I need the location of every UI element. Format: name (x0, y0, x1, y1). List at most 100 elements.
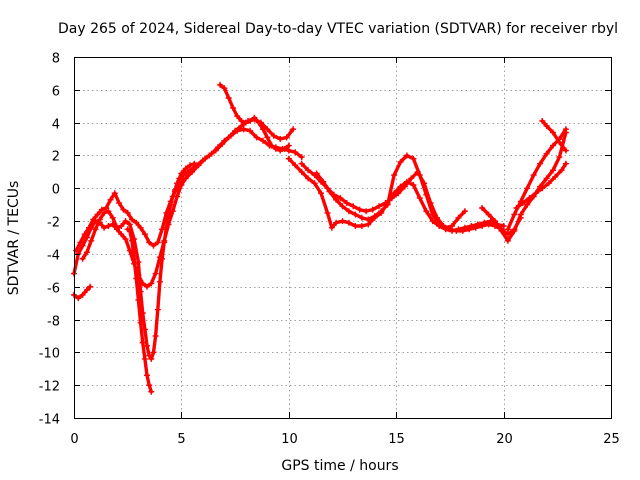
data-point (550, 129, 556, 136)
data-point (416, 172, 423, 179)
data-point (152, 270, 159, 277)
data-point (429, 218, 436, 225)
series-track-13 (539, 118, 569, 154)
data-point (550, 167, 556, 174)
data-point (251, 114, 258, 121)
data-point (376, 203, 382, 210)
data-point (384, 201, 391, 208)
data-point (556, 154, 563, 161)
data-point (556, 139, 563, 146)
data-point (126, 227, 133, 234)
x-tick-label: 10 (281, 432, 298, 447)
data-point (298, 154, 305, 161)
data-point (131, 255, 138, 262)
data-point (511, 211, 518, 218)
y-tick-label: -12 (39, 380, 60, 395)
data-point (328, 224, 335, 231)
x-tick-label: 0 (70, 432, 78, 447)
data-point (318, 190, 324, 197)
x-axis-title: GPS time / hours (281, 458, 398, 474)
data-point (137, 224, 144, 231)
data-point (305, 167, 312, 174)
data-point (461, 208, 468, 215)
data-point (298, 168, 305, 175)
data-point (479, 223, 486, 229)
data-point (163, 224, 170, 231)
data-point (472, 224, 479, 231)
data-point (543, 122, 550, 129)
data-point (500, 223, 507, 229)
chart-title: Day 265 of 2024, Sidereal Day-to-day VTE… (58, 21, 618, 37)
data-point (363, 208, 370, 215)
data-point (150, 349, 157, 356)
series-track-12 (513, 160, 569, 211)
data-point (135, 296, 142, 303)
data-point (81, 231, 88, 238)
y-tick-label: 4 (52, 118, 60, 133)
data-point (513, 205, 520, 211)
data-point (333, 196, 340, 203)
data-point (154, 306, 161, 313)
series-track-4 (124, 226, 155, 395)
data-point (408, 175, 415, 182)
data-point (313, 170, 320, 177)
data-point (187, 162, 193, 169)
data-point (320, 178, 327, 185)
data-point (129, 237, 135, 244)
data-point (206, 152, 213, 159)
data-point (339, 203, 346, 210)
data-point (255, 119, 262, 126)
data-point (148, 280, 155, 287)
data-point (492, 218, 498, 225)
data-point (403, 152, 410, 159)
data-point (378, 208, 385, 215)
data-point (345, 219, 352, 226)
data-point (83, 234, 90, 241)
data-point (79, 242, 86, 249)
data-point (352, 211, 359, 218)
data-point (504, 237, 511, 244)
data-point (86, 224, 92, 231)
data-point (141, 231, 148, 238)
data-point (268, 142, 275, 149)
data-point (459, 227, 466, 234)
data-point (410, 155, 417, 162)
data-point (169, 193, 176, 200)
data-point (133, 275, 140, 282)
data-point (88, 237, 95, 244)
data-point (543, 150, 550, 157)
data-point (118, 223, 125, 229)
data-point (116, 200, 123, 206)
data-point (562, 160, 569, 167)
data-point (436, 221, 443, 228)
data-point (391, 172, 398, 179)
data-point (94, 211, 101, 218)
data-point (144, 283, 150, 290)
data-point (150, 242, 157, 249)
y-tick-label: -4 (47, 249, 60, 264)
data-point (105, 208, 112, 215)
data-point (281, 145, 288, 152)
data-point (174, 180, 181, 187)
data-point (292, 149, 299, 156)
data-point (539, 185, 546, 192)
series-line (315, 153, 467, 230)
data-point (324, 209, 331, 216)
data-point (219, 141, 226, 147)
data-point (277, 147, 284, 154)
data-point (264, 134, 271, 141)
data-point (103, 205, 110, 211)
data-point (75, 250, 82, 257)
data-point (260, 126, 266, 133)
data-point (148, 388, 155, 395)
x-tick-label: 25 (603, 432, 620, 447)
data-point (343, 200, 350, 206)
y-tick-label: -8 (47, 315, 60, 330)
data-point (90, 216, 97, 223)
data-point (109, 214, 116, 221)
data-point (101, 209, 108, 216)
series-track-2 (73, 116, 297, 254)
x-tick-label: 15 (388, 432, 405, 447)
data-point (423, 191, 430, 198)
data-point (401, 183, 408, 190)
